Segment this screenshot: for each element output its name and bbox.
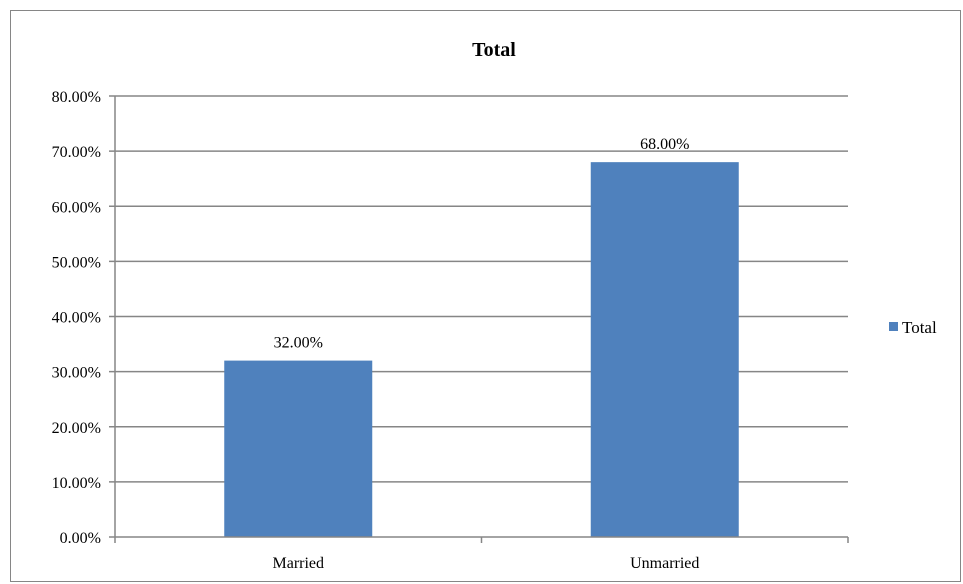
- y-tick-label: 60.00%: [52, 199, 101, 216]
- axes: [109, 95, 849, 543]
- data-labels: 32.00% 68.00%: [274, 136, 690, 351]
- y-tick-label: 10.00%: [52, 475, 101, 492]
- chart-frame: [10, 10, 961, 582]
- x-axis-category-labels: Married Unmarried: [272, 555, 699, 572]
- legend-swatch: [889, 322, 898, 331]
- bar-unmarried: [590, 162, 739, 537]
- y-tick-label: 20.00%: [52, 420, 101, 437]
- legend: Total: [889, 318, 937, 337]
- legend-label-total: Total: [902, 318, 937, 337]
- chart-title: Total: [472, 39, 516, 61]
- y-tick-label: 40.00%: [52, 310, 101, 327]
- y-tick-label: 0.00%: [60, 530, 101, 547]
- y-tick-label: 50.00%: [52, 254, 101, 271]
- y-tick-label: 80.00%: [52, 89, 101, 106]
- y-axis-tick-labels: 0.00% 10.00% 20.00% 30.00% 40.00% 50.00% 60.00…: [52, 89, 101, 547]
- data-label: 68.00%: [640, 136, 689, 153]
- data-label: 32.00%: [274, 335, 323, 352]
- y-tick-label: 30.00%: [52, 365, 101, 382]
- bars: [224, 162, 739, 537]
- y-tick-label: 70.00%: [52, 144, 101, 161]
- x-category-label: Unmarried: [630, 555, 699, 572]
- bar-married: [224, 360, 373, 537]
- x-category-label: Married: [272, 555, 324, 572]
